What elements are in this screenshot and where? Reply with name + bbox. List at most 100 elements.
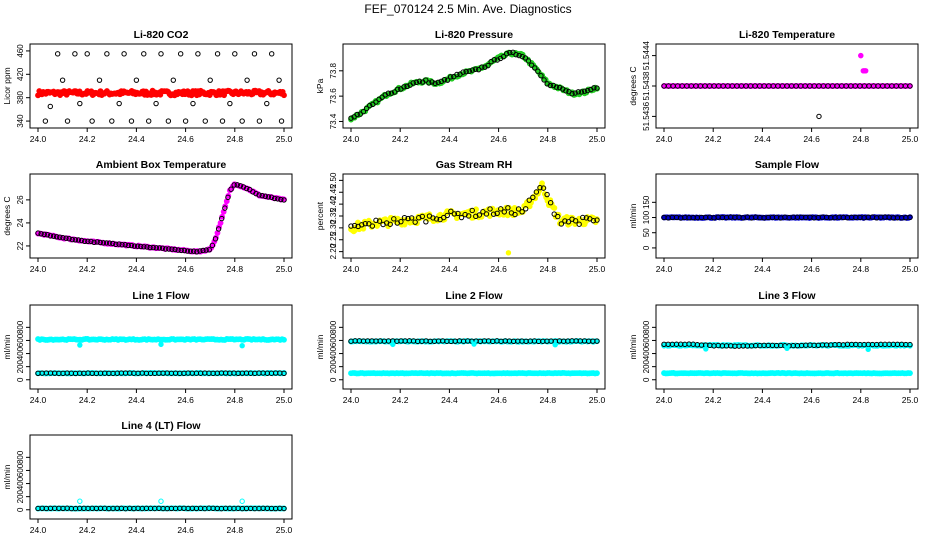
data-point bbox=[225, 194, 231, 201]
y-axis-label: kPa bbox=[315, 78, 325, 93]
data-point bbox=[166, 246, 172, 252]
y-tick-label: 800 bbox=[642, 320, 651, 334]
data-point bbox=[466, 68, 473, 74]
chart-line1: Line 1 Flow ml/min 24.0 24.2 24.4 24.6 24.8 25.… bbox=[2, 290, 293, 405]
data-point bbox=[475, 66, 482, 73]
series-points bbox=[348, 184, 600, 230]
data-point bbox=[391, 89, 398, 95]
chart-title: Gas Stream RH bbox=[436, 159, 512, 171]
y-tick-label: 0 bbox=[642, 377, 651, 382]
x-tick-label: 24.6 bbox=[803, 395, 820, 405]
data-point bbox=[66, 236, 72, 242]
x-tick-label: 25.0 bbox=[276, 525, 293, 535]
data-point bbox=[444, 212, 450, 219]
chart-ambient: Ambient Box Temperature degrees C 24.0 24.2… bbox=[2, 159, 293, 274]
x-tick-label: 25.0 bbox=[902, 395, 919, 405]
data-point bbox=[162, 246, 169, 252]
data-point bbox=[237, 183, 244, 189]
data-point bbox=[69, 236, 75, 243]
data-point bbox=[231, 182, 237, 188]
data-point bbox=[487, 206, 493, 212]
chart-line2: Line 2 Flow ml/min 24.0 24.2 24.4 24.6 24.8 25.… bbox=[315, 290, 606, 405]
chart-rh: Gas Stream RH percent 24.0 24.2 24.4 24.6 24.8… bbox=[315, 159, 606, 274]
y-tick-label: 400 bbox=[642, 346, 651, 360]
y-tick-label: 2.50 bbox=[329, 172, 338, 188]
y-tick-label: 200 bbox=[16, 489, 25, 503]
data-point bbox=[858, 52, 864, 59]
data-point bbox=[540, 185, 547, 191]
y-axis-label: ml/min bbox=[315, 334, 325, 359]
data-point bbox=[244, 77, 250, 83]
data-point bbox=[501, 209, 508, 215]
data-point bbox=[816, 113, 822, 120]
data-point bbox=[184, 248, 191, 254]
data-point bbox=[354, 111, 360, 118]
x-tick-label: 25.0 bbox=[589, 264, 606, 274]
y-axis-label: ml/min bbox=[2, 464, 12, 489]
data-point bbox=[551, 211, 557, 217]
data-point bbox=[591, 85, 597, 91]
x-tick-label: 24.8 bbox=[853, 134, 870, 144]
data-point bbox=[150, 244, 156, 251]
y-tick-label: 51.5444 bbox=[642, 41, 651, 70]
data-point bbox=[398, 218, 404, 225]
y-tick-label: 2.45 bbox=[329, 184, 338, 200]
data-point bbox=[54, 51, 61, 57]
data-point bbox=[387, 221, 393, 227]
x-tick-label: 24.6 bbox=[490, 134, 507, 144]
data-point bbox=[533, 189, 540, 195]
data-point bbox=[469, 207, 475, 214]
data-point bbox=[182, 118, 189, 124]
data-point bbox=[209, 242, 216, 249]
y-tick-label: 600 bbox=[16, 333, 25, 347]
data-point bbox=[581, 88, 588, 94]
x-tick-label: 24.0 bbox=[656, 134, 673, 144]
x-tick-label: 25.0 bbox=[589, 134, 606, 144]
data-point bbox=[156, 245, 163, 251]
data-point bbox=[170, 77, 177, 83]
data-point bbox=[97, 239, 103, 246]
y-tick-label: 73.8 bbox=[329, 62, 338, 78]
data-point bbox=[426, 80, 432, 86]
data-point bbox=[91, 239, 97, 246]
data-point bbox=[84, 51, 90, 57]
x-tick-label: 24.0 bbox=[343, 264, 360, 274]
data-point bbox=[281, 370, 287, 377]
data-point bbox=[35, 230, 41, 236]
data-point bbox=[275, 196, 281, 202]
data-point bbox=[41, 231, 47, 238]
y-axis-label: ml/min bbox=[628, 334, 638, 359]
y-tick-label: 200 bbox=[642, 359, 651, 373]
data-point bbox=[227, 100, 233, 107]
data-point bbox=[264, 100, 270, 107]
y-tick-label: 100 bbox=[642, 210, 651, 224]
x-tick-label: 24.8 bbox=[227, 525, 244, 535]
data-point bbox=[522, 206, 529, 212]
data-point bbox=[907, 341, 913, 348]
data-point bbox=[451, 211, 458, 217]
data-point bbox=[253, 190, 259, 197]
x-tick-label: 24.8 bbox=[853, 395, 870, 405]
data-point bbox=[416, 78, 423, 84]
data-point bbox=[363, 105, 370, 112]
data-point bbox=[703, 346, 709, 352]
series-points bbox=[661, 341, 913, 349]
y-axis-label: degrees C bbox=[628, 66, 638, 105]
series-points bbox=[661, 214, 913, 221]
data-point bbox=[281, 505, 287, 512]
x-tick-label: 24.2 bbox=[79, 395, 96, 405]
data-point bbox=[385, 90, 392, 96]
data-point bbox=[169, 246, 175, 252]
data-point bbox=[133, 77, 140, 83]
data-point bbox=[116, 241, 122, 247]
plot-frame bbox=[29, 43, 293, 129]
data-point bbox=[369, 223, 376, 229]
data-point bbox=[281, 92, 287, 99]
data-point bbox=[552, 342, 558, 348]
data-point bbox=[178, 247, 184, 254]
y-tick-label: 800 bbox=[329, 320, 338, 334]
data-point bbox=[256, 192, 262, 198]
data-point bbox=[528, 62, 535, 68]
data-point bbox=[159, 245, 166, 251]
data-point bbox=[88, 238, 94, 245]
